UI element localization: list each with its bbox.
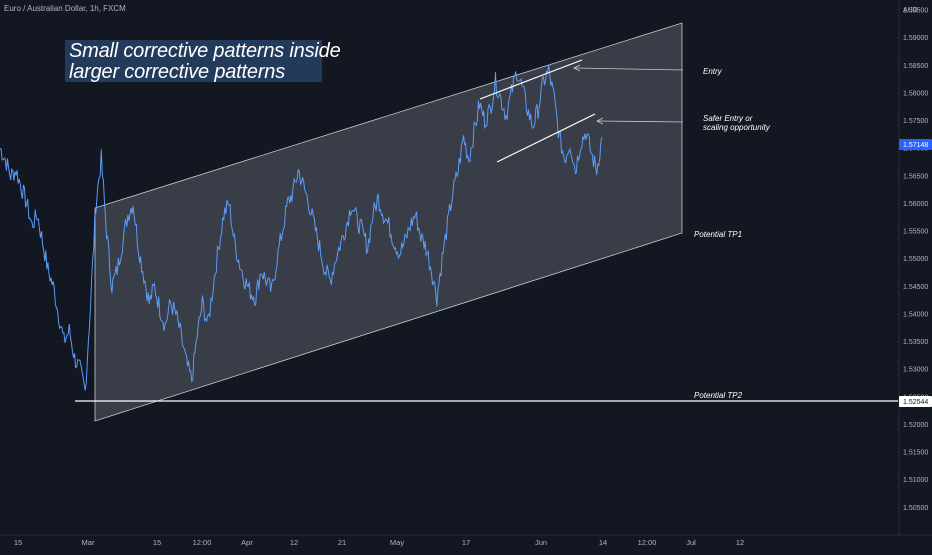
entry-arrow[interactable]: [574, 67, 684, 71]
price-tick-label: 1.55500: [903, 229, 928, 236]
time-tick-label: Apr: [241, 538, 253, 547]
time-tick-label: Jun: [535, 538, 547, 547]
current-price-label: 1.57148: [903, 142, 928, 149]
safer-entry-arrow[interactable]: [597, 120, 684, 123]
price-tick-label: 1.52000: [903, 422, 928, 429]
time-axis-ticks: 15 Mar 15 12:00 Apr 12 21 May 17 Jun 14 12:00 Jul 12: [14, 538, 744, 547]
tp2-label: Potential TP2: [694, 391, 743, 400]
price-tick-label: 1.50500: [903, 505, 928, 512]
tp2-price-label: 1.52544: [903, 399, 928, 406]
safer-entry-arrowhead: [596, 117, 604, 125]
small-channel-bottom-line[interactable]: [496, 113, 596, 163]
time-tick-label: 14: [599, 538, 607, 547]
price-tick-label: 1.54500: [903, 284, 928, 291]
currency-label: AUD: [903, 7, 918, 14]
time-tick-label: May: [390, 538, 404, 547]
time-tick-label: 12: [290, 538, 298, 547]
time-tick-label: 12: [736, 538, 744, 547]
time-tick-label: 21: [338, 538, 346, 547]
tp2-price-badge: [899, 396, 932, 407]
time-tick-label: 15: [14, 538, 22, 547]
price-tick-label: 1.53500: [903, 339, 928, 346]
annotation-title-line1: Small corrective patterns inside: [69, 40, 341, 62]
price-tick-label: 1.53000: [903, 367, 928, 374]
price-tick-label: 1.51500: [903, 450, 928, 457]
time-tick-label: 15: [153, 538, 161, 547]
small-channel-top-line[interactable]: [479, 59, 583, 100]
annotation-title-box: Small corrective patterns inside larger …: [65, 40, 341, 83]
time-tick-label: 12:00: [193, 538, 212, 547]
tp1-label: Potential TP1: [694, 230, 742, 239]
safer-entry-label-line1: Safer Entry or: [703, 114, 753, 123]
time-tick-label: Jul: [686, 538, 696, 547]
price-tick-label: 1.54000: [903, 311, 928, 318]
price-tick-label: 1.57500: [903, 118, 928, 125]
price-series: [0, 64, 603, 391]
safer-entry-label-line2: scaling opportunity: [703, 123, 771, 132]
annotation-title-line2: larger corrective patterns: [69, 61, 286, 83]
price-tick-label: 1.59500: [903, 8, 928, 15]
price-tick-label: 1.56500: [903, 173, 928, 180]
entry-arrowhead: [573, 64, 581, 72]
price-tick-label: 1.58500: [903, 63, 928, 70]
time-tick-label: 12:00: [638, 538, 657, 547]
price-series-line: [0, 64, 603, 391]
price-axis[interactable]: [899, 0, 932, 535]
time-tick-label: 17: [462, 538, 470, 547]
price-tick-label: 1.51000: [903, 477, 928, 484]
symbol-title: Euro / Australian Dollar, 1h, FXCM: [4, 4, 126, 13]
current-price-badge: [899, 139, 932, 150]
price-tick-label: 1.56000: [903, 201, 928, 208]
price-tick-label: 1.59000: [903, 35, 928, 42]
price-tick-label: 1.55000: [903, 256, 928, 263]
entry-label: Entry: [703, 67, 723, 76]
time-tick-label: Mar: [82, 538, 95, 547]
price-tick-label: 1.58000: [903, 90, 928, 97]
